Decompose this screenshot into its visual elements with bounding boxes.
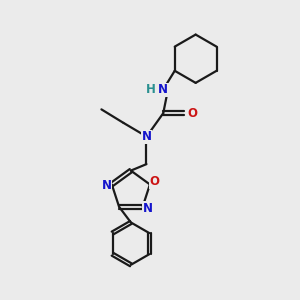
- Text: N: N: [101, 179, 112, 192]
- Text: N: N: [143, 202, 153, 215]
- Text: N: N: [158, 83, 168, 96]
- Text: H: H: [146, 83, 156, 96]
- Text: N: N: [142, 130, 152, 143]
- Text: O: O: [149, 175, 159, 188]
- Text: O: O: [188, 107, 198, 120]
